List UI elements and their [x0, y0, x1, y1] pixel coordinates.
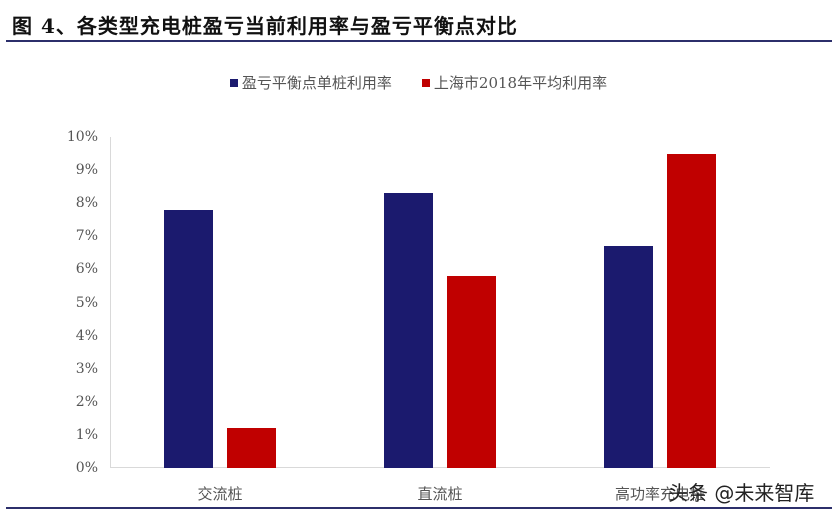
y-tick-label: 10% — [66, 129, 98, 145]
bar-shanghai-2018 — [227, 428, 276, 468]
y-tick-label: 6% — [75, 261, 98, 278]
y-tick-label: 7% — [75, 228, 98, 245]
y-tick-label: 5% — [75, 294, 98, 311]
bottom-divider — [6, 507, 832, 509]
legend: 盈亏平衡点单桩利用率 上海市2018年平均利用率 — [0, 72, 837, 93]
bar-breakeven — [604, 246, 653, 468]
title-divider — [6, 40, 832, 42]
y-tick-label: 3% — [75, 360, 98, 377]
legend-label: 盈亏平衡点单桩利用率 — [241, 74, 392, 92]
x-axis — [110, 467, 770, 468]
legend-item-shanghai-2018: 上海市2018年平均利用率 — [421, 72, 608, 93]
y-tick-label: 1% — [75, 426, 98, 443]
y-tick-label: 9% — [75, 162, 98, 179]
y-tick-label: 8% — [75, 195, 98, 212]
legend-item-breakeven: 盈亏平衡点单桩利用率 — [229, 72, 392, 93]
x-tick-label: 直流桩 — [417, 485, 463, 503]
legend-label: 上海市2018年平均利用率 — [433, 74, 608, 92]
watermark: 头条 @未来智库 — [668, 481, 815, 505]
y-tick-label: 0% — [75, 460, 98, 476]
y-axis — [110, 137, 111, 468]
y-tick-label: 4% — [75, 327, 98, 344]
legend-swatch-icon — [229, 78, 238, 87]
x-tick-label: 高功率充电桩 — [614, 485, 706, 503]
bar-breakeven — [384, 193, 433, 468]
bar-shanghai-2018 — [667, 153, 716, 468]
legend-swatch-icon — [421, 78, 430, 87]
x-tick-label: 交流桩 — [197, 485, 243, 503]
bar-shanghai-2018 — [447, 276, 496, 468]
plot-area — [110, 137, 770, 468]
bar-breakeven — [164, 209, 213, 468]
y-tick-label: 2% — [75, 393, 98, 410]
chart-title: 图 4、各类型充电桩盈亏当前利用率与盈亏平衡点对比 — [12, 14, 518, 38]
